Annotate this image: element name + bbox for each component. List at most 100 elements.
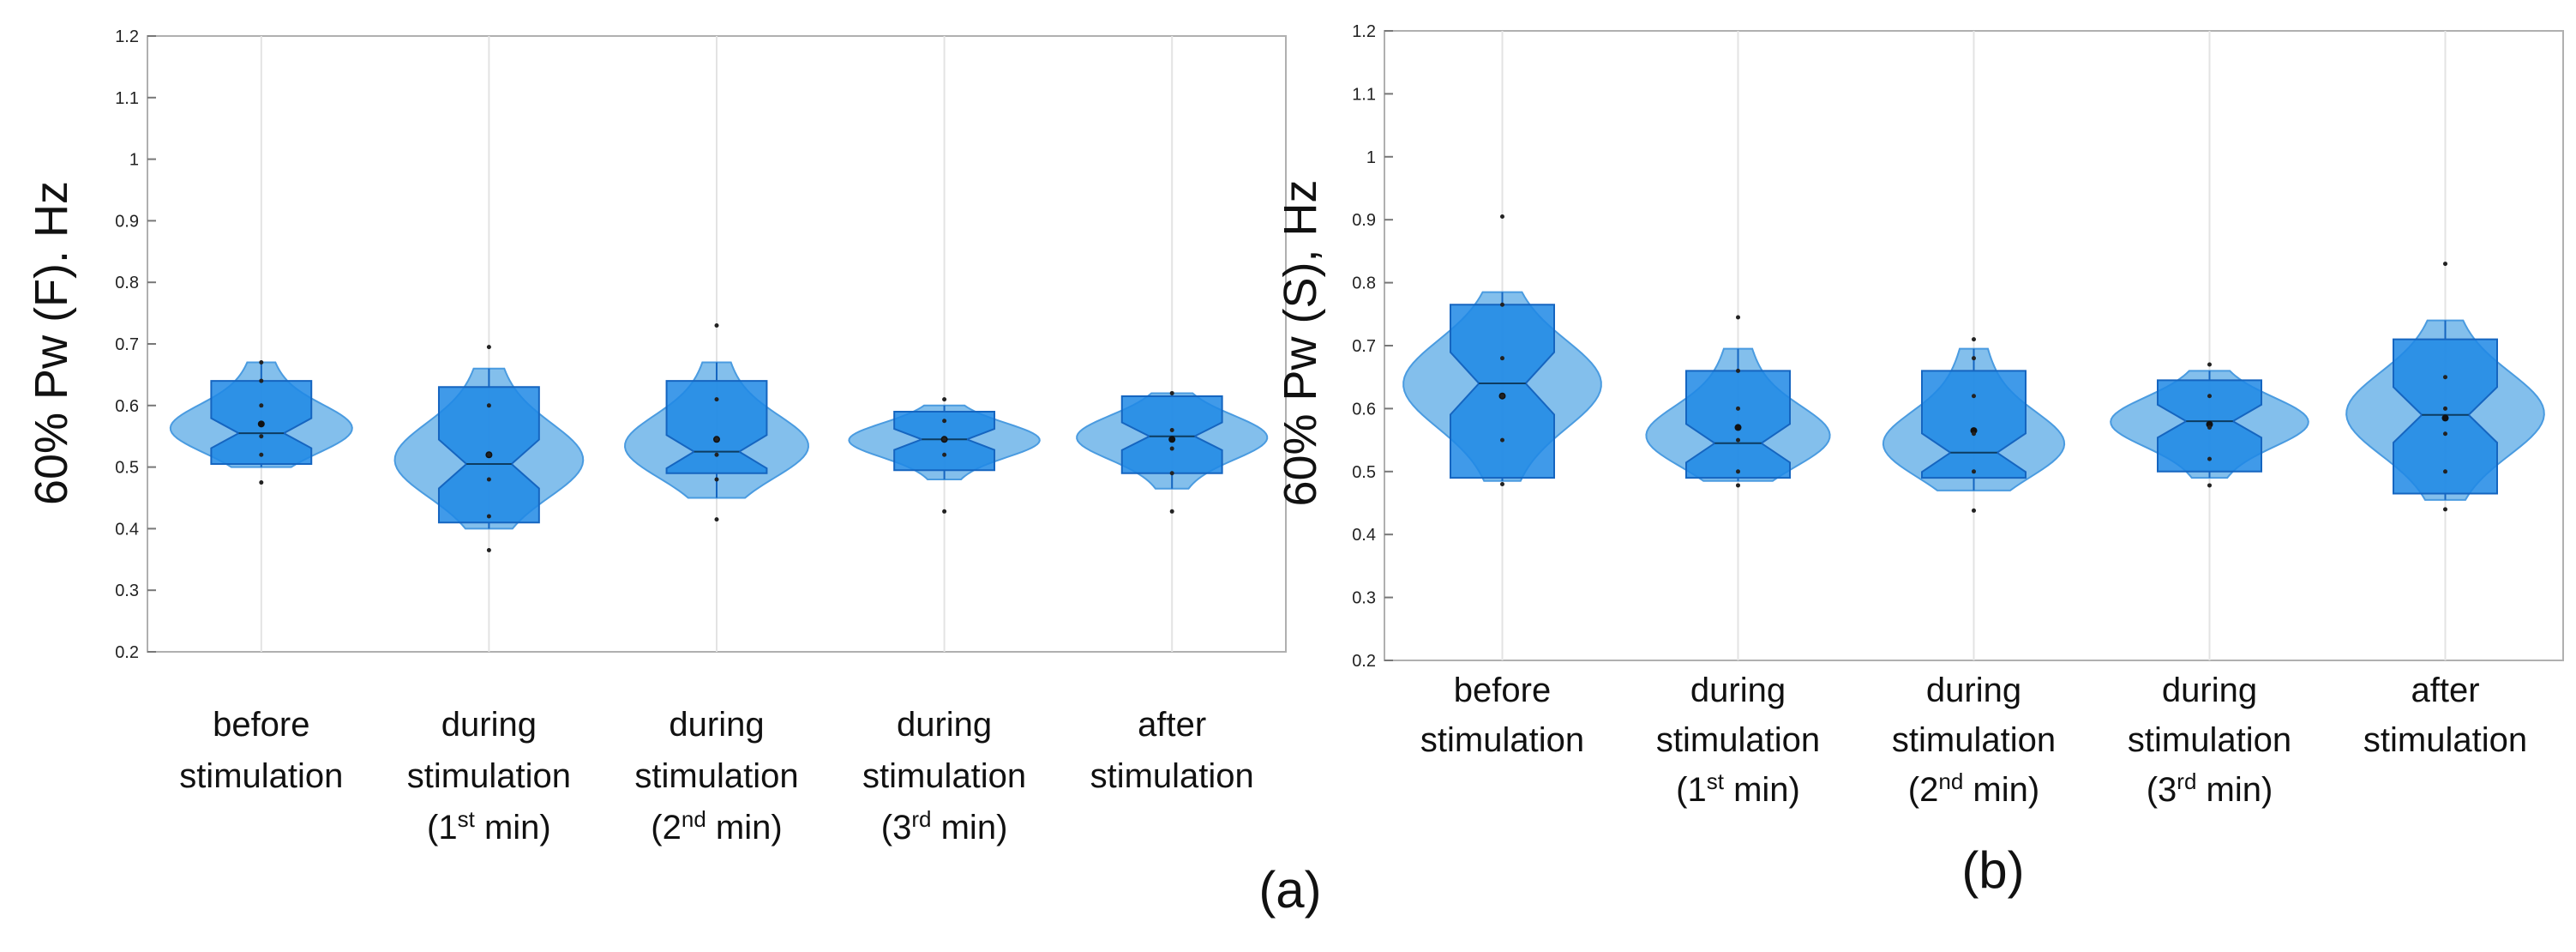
category-label: during bbox=[1926, 672, 2021, 709]
data-point bbox=[486, 548, 491, 553]
category-sublabel-sup: nd bbox=[1938, 768, 1963, 794]
data-point bbox=[942, 452, 947, 457]
category-label: during bbox=[897, 706, 992, 744]
y-tick-label: 1.1 bbox=[115, 89, 139, 108]
data-point bbox=[1736, 483, 1740, 488]
panel-a: 0.2 0.3 0.4 0.5 0.6 0.7 0.8 0.9 1 1.1 1.2 60% Pw (F… bbox=[26, 27, 1322, 919]
y-axis-title: 60% Pw (S), Hz bbox=[1275, 179, 1326, 506]
data-point bbox=[259, 434, 264, 439]
category-label: stimulation bbox=[407, 757, 571, 795]
category-label: during bbox=[441, 706, 537, 744]
y-tick-label: 0.9 bbox=[1352, 211, 1376, 230]
mean-point bbox=[1734, 424, 1742, 431]
y-tick-label: 0.6 bbox=[1352, 400, 1376, 419]
data-point bbox=[2443, 406, 2447, 411]
y-tick-label: 0.5 bbox=[1352, 463, 1376, 482]
y-tick-label: 0.7 bbox=[1352, 337, 1376, 356]
category-label: during bbox=[669, 706, 764, 744]
data-point bbox=[1169, 471, 1174, 476]
data-point bbox=[259, 360, 264, 365]
data-point bbox=[2207, 362, 2212, 367]
y-tick-label: 1 bbox=[129, 151, 139, 170]
category-label: after bbox=[1138, 706, 1206, 744]
data-point bbox=[2443, 375, 2447, 380]
data-point bbox=[1736, 315, 1740, 320]
data-point bbox=[1972, 469, 1976, 474]
notched-box bbox=[1450, 304, 1555, 479]
y-tick-label: 1.2 bbox=[1352, 22, 1376, 41]
data-point bbox=[259, 480, 264, 485]
data-point bbox=[714, 437, 719, 442]
category-sublabel-post: min) bbox=[932, 809, 1008, 847]
category-sublabel-post: min) bbox=[1963, 771, 2039, 809]
data-point bbox=[1500, 481, 1504, 486]
notched-box bbox=[1921, 370, 2027, 479]
category-sublabel: (1st min) bbox=[427, 806, 551, 847]
panel-label: (b) bbox=[1961, 841, 2024, 899]
category-sublabel-pre: (3 bbox=[881, 809, 912, 847]
data-point bbox=[714, 517, 719, 522]
data-point bbox=[714, 322, 719, 328]
data-point bbox=[259, 452, 264, 457]
data-point bbox=[1972, 356, 1976, 361]
category-sublabel-sup: rd bbox=[2177, 768, 2196, 794]
data-point bbox=[259, 378, 264, 383]
category-label: before bbox=[1454, 672, 1551, 709]
y-tick-label: 1.1 bbox=[1352, 85, 1376, 104]
category-label: stimulation bbox=[862, 757, 1026, 795]
data-point bbox=[942, 509, 947, 514]
data-point bbox=[714, 452, 719, 457]
y-tick-label: 0.4 bbox=[115, 520, 139, 539]
y-tick-label: 0.4 bbox=[1352, 526, 1376, 545]
category-sublabel-pre: (1 bbox=[427, 809, 458, 847]
category-label: stimulation bbox=[1420, 721, 1584, 759]
data-point bbox=[259, 403, 264, 408]
data-point bbox=[1736, 406, 1740, 411]
category-label: stimulation bbox=[1090, 757, 1254, 795]
mean-point bbox=[1970, 427, 1978, 435]
mean-point bbox=[2206, 420, 2213, 428]
panel-label: (a) bbox=[1258, 861, 1321, 919]
notched-box bbox=[665, 380, 768, 474]
panel-b: 0.2 0.3 0.4 0.5 0.6 0.7 0.8 0.9 1 1.1 1.2 60% Pw (S… bbox=[1275, 22, 2564, 899]
data-point bbox=[942, 419, 947, 424]
data-point bbox=[942, 437, 947, 442]
category-sublabel-sup: rd bbox=[911, 806, 931, 832]
category-sublabel: (2nd min) bbox=[1908, 768, 2039, 809]
notched-box bbox=[1120, 395, 1223, 474]
y-axis-title: 60% Pw (F). Hz bbox=[26, 181, 77, 505]
category-label: stimulation bbox=[2128, 721, 2291, 759]
y-tick-label: 1 bbox=[1366, 148, 1376, 167]
data-point bbox=[1169, 428, 1174, 433]
category-sublabel-pre: (2 bbox=[651, 809, 682, 847]
data-point bbox=[1736, 469, 1740, 474]
y-tick-label: 0.7 bbox=[115, 335, 139, 354]
data-point bbox=[486, 345, 491, 350]
data-point bbox=[2207, 425, 2212, 430]
data-point bbox=[2207, 456, 2212, 461]
data-point bbox=[1500, 214, 1504, 220]
category-label: stimulation bbox=[1656, 721, 1820, 759]
data-point bbox=[2207, 394, 2212, 399]
category-label: during bbox=[2162, 672, 2257, 709]
data-point bbox=[1169, 509, 1174, 514]
data-point bbox=[714, 397, 719, 402]
data-point bbox=[1500, 394, 1504, 399]
data-point bbox=[1169, 390, 1174, 395]
mean-point bbox=[2441, 414, 2449, 422]
category-label: stimulation bbox=[2363, 721, 2527, 759]
category-sublabel-sup: nd bbox=[682, 806, 706, 832]
data-point bbox=[486, 477, 491, 482]
category-label: stimulation bbox=[1892, 721, 2056, 759]
data-point bbox=[1972, 508, 1976, 513]
category-sublabel: (1st min) bbox=[1676, 768, 1800, 809]
y-tick-label: 0.6 bbox=[115, 397, 139, 416]
category-sublabel-pre: (3 bbox=[2147, 771, 2177, 809]
data-point bbox=[1972, 337, 1976, 342]
y-tick-label: 0.2 bbox=[115, 643, 139, 662]
category-sublabel: (2nd min) bbox=[651, 806, 782, 847]
data-point bbox=[1972, 431, 1976, 437]
data-point bbox=[1500, 356, 1504, 361]
category-label: stimulation bbox=[634, 757, 798, 795]
data-point bbox=[1972, 394, 1976, 399]
